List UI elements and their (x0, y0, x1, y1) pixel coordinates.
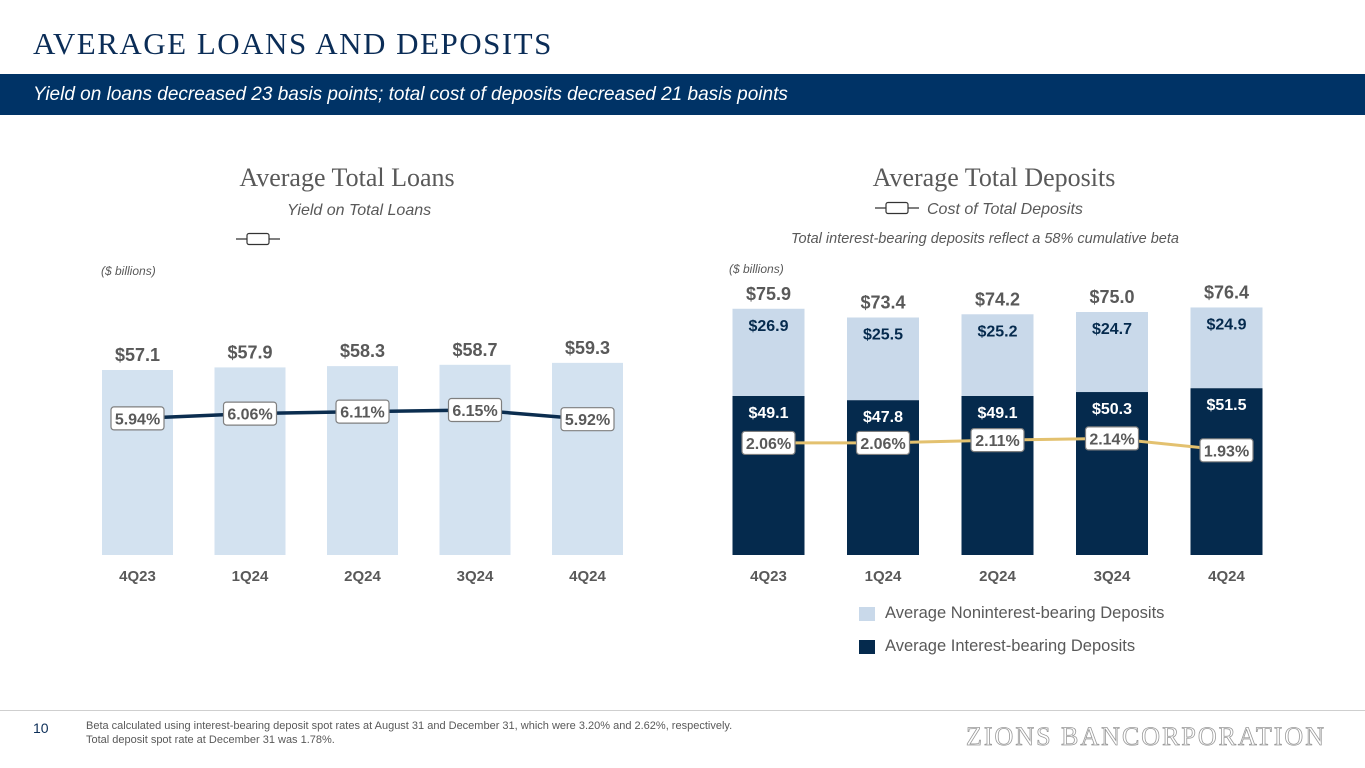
deposit-interest-bar-1Q24 (847, 400, 919, 555)
deposit-total-label-2Q24: $74.2 (975, 289, 1020, 309)
deposit-noninterest-label-4Q24: $24.9 (1206, 316, 1246, 333)
loan-yield-label-2Q24: 6.11% (340, 405, 384, 422)
loan-bar-4Q24 (552, 362, 623, 555)
loans-units-note: ($ billions) (101, 264, 156, 278)
footer-divider (0, 710, 1365, 711)
deposit-noninterest-bar-4Q23 (732, 308, 805, 396)
banner-text: Yield on loans decreased 23 basis points… (33, 84, 788, 105)
deposit-interest-label-2Q24: $49.1 (977, 405, 1017, 422)
loan-yield-label-4Q23: 5.94% (115, 411, 160, 428)
deposit-noninterest-label-4Q23: $26.9 (748, 318, 788, 335)
deposit-noninterest-bar-2Q24 (961, 314, 1034, 396)
deposit-interest-label-4Q24: $51.5 (1206, 397, 1246, 414)
loans-line-legend-icon (236, 232, 280, 246)
deposit-interest-bar-4Q24 (1190, 388, 1263, 555)
loan-yield-label-4Q23-box (110, 406, 165, 431)
deposit-interest-bar-3Q24 (1076, 392, 1148, 555)
loan-value-label-3Q24: $58.7 (452, 340, 497, 360)
deposit-interest-label-1Q24: $47.8 (863, 409, 903, 426)
deposit-interest-label-4Q23: $49.1 (748, 405, 788, 422)
deposits-line-legend-label: Cost of Total Deposits (927, 201, 1083, 218)
deposit-category-label-4Q24: 4Q24 (1208, 568, 1245, 585)
deposits-chart: $49.1 $26.9 $75.9 4Q23 $47.8 $25.5 $73.4 1Q24 $4… (732, 282, 1263, 585)
page-number: 10 (33, 720, 49, 736)
deposit-cost-label-4Q24-box (1199, 438, 1254, 463)
loan-yield-label-4Q24-box (560, 407, 615, 432)
loan-bar-3Q24 (439, 364, 511, 555)
deposit-cost-label-4Q23: 2.06% (746, 436, 791, 453)
loan-yield-label-2Q24-box (335, 399, 390, 424)
loan-category-label-2Q24: 2Q24 (344, 568, 381, 585)
deposit-total-label-1Q24: $73.4 (860, 293, 905, 313)
loan-category-label-4Q24: 4Q24 (569, 568, 606, 585)
deposit-cost-label-4Q24: 1.93% (1204, 443, 1249, 460)
deposits-beta-note: Total interest-bearing deposits reflect … (791, 231, 1179, 247)
footnote-2: Total deposit spot rate at December 31 w… (86, 734, 335, 746)
loan-category-label-4Q23: 4Q23 (119, 568, 156, 585)
legend-swatch-noninterest (859, 607, 875, 621)
loan-value-label-1Q24: $57.9 (227, 342, 272, 362)
deposit-noninterest-bar-4Q24 (1190, 307, 1263, 389)
loan-category-label-3Q24: 3Q24 (457, 568, 494, 585)
deposit-category-label-4Q23: 4Q23 (750, 568, 787, 585)
deposits-chart-title: Average Total Deposits (872, 163, 1116, 192)
deposits-line-legend-icon (875, 201, 919, 215)
legend-label-interest: Average Interest-bearing Deposits (885, 637, 1136, 655)
deposit-cost-label-2Q24: 2.11% (975, 433, 1019, 450)
loan-value-label-4Q24: $59.3 (565, 338, 610, 358)
loan-value-label-4Q23: $57.1 (115, 345, 160, 365)
deposit-noninterest-label-1Q24: $25.5 (863, 327, 903, 344)
legend-swatch-interest (859, 640, 875, 654)
deposit-cost-label-1Q24: 2.06% (860, 436, 905, 453)
deposit-category-label-3Q24: 3Q24 (1094, 568, 1131, 585)
loans-line-legend-label: Yield on Total Loans (287, 202, 432, 219)
deposit-interest-bar-2Q24 (961, 395, 1034, 555)
deposits-units-note: ($ billions) (729, 262, 784, 276)
loan-yield-label-3Q24-box (447, 397, 503, 423)
deposit-cost-label-4Q23-box (741, 430, 796, 456)
loan-yield-label-1Q24-box (222, 401, 278, 426)
deposit-category-label-2Q24: 2Q24 (979, 568, 1016, 585)
deposit-noninterest-label-2Q24: $25.2 (977, 323, 1017, 340)
loan-yield-label-4Q24: 5.92% (565, 412, 610, 429)
deposit-total-label-4Q23: $75.9 (746, 284, 791, 304)
deposit-total-label-4Q24: $76.4 (1204, 282, 1249, 302)
subtitle-banner: Yield on loans decreased 23 basis points… (0, 74, 1365, 115)
deposit-interest-bar-4Q23 (732, 395, 805, 555)
deposit-noninterest-label-3Q24: $24.7 (1092, 321, 1132, 338)
loans-chart: $57.1 4Q23 $57.9 1Q24 $58.3 2Q24 $58.7 3Q24 $59.… (102, 338, 623, 585)
deposit-total-label-3Q24: $75.0 (1089, 287, 1134, 307)
loan-bar-1Q24 (214, 367, 286, 555)
loan-yield-label-3Q24: 6.15% (452, 403, 497, 420)
footnote-1: Beta calculated using interest-bearing d… (86, 720, 733, 732)
deposit-cost-label-1Q24-box (855, 430, 911, 456)
deposit-noninterest-bar-3Q24 (1076, 312, 1148, 393)
loan-bar-2Q24 (327, 366, 398, 555)
deposit-cost-label-3Q24: 2.14% (1089, 431, 1134, 448)
deposit-interest-label-3Q24: $50.3 (1092, 401, 1132, 418)
legend-label-noninterest: Average Noninterest-bearing Deposits (885, 604, 1165, 622)
loans-chart-title: Average Total Loans (239, 163, 455, 192)
loan-value-label-2Q24: $58.3 (340, 341, 385, 361)
page-title: AVERAGE LOANS AND DEPOSITS (33, 26, 553, 61)
footnotes: Beta calculated using interest-bearing d… (86, 719, 732, 747)
company-logo: ZIONS BANCORPORATION (966, 722, 1326, 752)
deposit-cost-label-2Q24-box (970, 428, 1025, 453)
loan-yield-label-1Q24: 6.06% (227, 407, 272, 424)
loan-category-label-1Q24: 1Q24 (232, 568, 269, 585)
deposit-noninterest-bar-1Q24 (847, 317, 919, 401)
loan-bar-4Q23 (102, 369, 173, 555)
deposit-category-label-1Q24: 1Q24 (865, 568, 902, 585)
deposit-cost-label-3Q24-box (1084, 426, 1140, 451)
